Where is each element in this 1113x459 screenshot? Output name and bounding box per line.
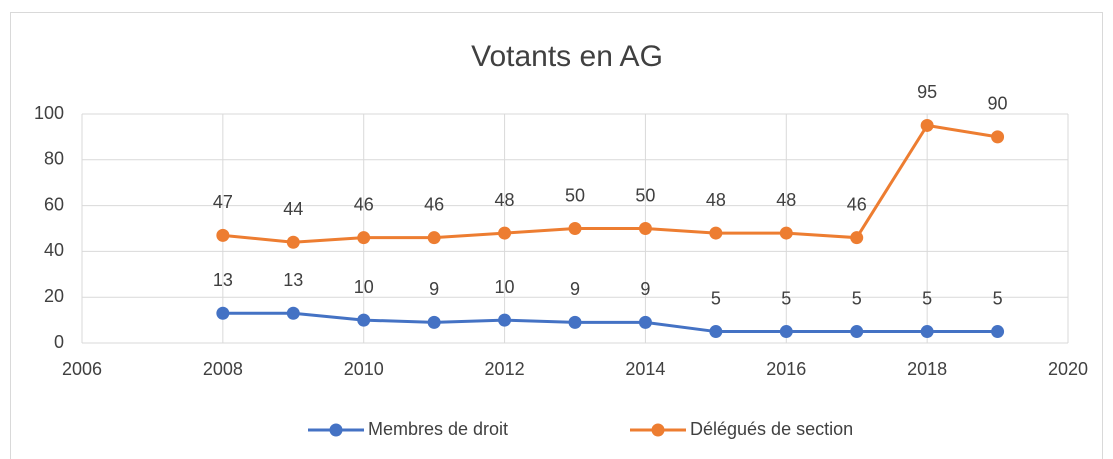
series-line: [222, 123, 998, 244]
data-label: 13: [283, 270, 303, 290]
point: [286, 306, 300, 320]
data-label: 13: [213, 270, 233, 290]
point: [638, 315, 652, 329]
data-label: 50: [565, 185, 585, 205]
chart-title: Votants en AG: [471, 40, 663, 73]
point: [498, 313, 512, 327]
data-label: 10: [354, 277, 374, 297]
y-tick-label: 80: [44, 149, 64, 169]
data-label: 9: [640, 279, 650, 299]
data-label: 90: [988, 94, 1008, 114]
data-label: 48: [495, 190, 515, 210]
point: [357, 231, 371, 245]
point: [568, 315, 582, 329]
data-label: 46: [354, 194, 374, 214]
x-tick-label: 2010: [344, 359, 384, 379]
data-label: 9: [570, 279, 580, 299]
data-label: 95: [917, 82, 937, 102]
data-label: 47: [213, 192, 233, 212]
data-label: 48: [706, 190, 726, 210]
y-tick-label: 20: [44, 286, 64, 306]
point: [638, 222, 652, 235]
point: [779, 226, 793, 240]
data-label: 50: [635, 185, 655, 205]
data-label: 5: [711, 288, 721, 308]
point: [568, 222, 582, 235]
x-tick-label: 2014: [625, 359, 665, 379]
point: [991, 130, 1005, 144]
point: [920, 325, 934, 339]
data-label: 5: [922, 288, 932, 308]
data-label: 9: [429, 279, 439, 299]
y-tick-label: 100: [34, 103, 64, 123]
data-label: 10: [495, 277, 515, 297]
x-tick-label: 2016: [766, 359, 806, 379]
point: [991, 325, 1005, 339]
legend-marker: [651, 423, 665, 437]
point: [709, 325, 723, 339]
data-label: 5: [993, 288, 1003, 308]
point: [286, 235, 300, 249]
data-label: 46: [424, 194, 444, 214]
point: [498, 226, 512, 240]
x-tick-label: 2020: [1048, 359, 1088, 379]
series-line: [222, 311, 998, 334]
x-tick-label: 2008: [203, 359, 243, 379]
data-label: 46: [847, 194, 867, 214]
x-tick-label: 2018: [907, 359, 947, 379]
point: [850, 231, 864, 245]
data-label: 44: [283, 199, 303, 219]
y-tick-label: 60: [44, 194, 64, 214]
point: [357, 313, 371, 327]
point: [779, 325, 793, 339]
point: [427, 315, 441, 329]
point: [216, 306, 230, 320]
data-label: 5: [781, 288, 791, 308]
legend-label: Membres de droit: [368, 419, 508, 439]
point: [216, 228, 230, 242]
y-tick-label: 40: [44, 240, 64, 260]
point: [920, 118, 934, 132]
point: [427, 231, 441, 245]
point: [709, 226, 723, 240]
legend-label: Délégués de section: [690, 419, 853, 439]
x-tick-label: 2012: [485, 359, 525, 379]
y-tick-label: 0: [54, 332, 64, 352]
chart-border: [10, 12, 1103, 459]
data-label: 48: [776, 190, 796, 210]
x-tick-label: 2006: [62, 359, 102, 379]
data-label: 5: [852, 288, 862, 308]
legend-marker: [329, 423, 343, 437]
point: [850, 325, 864, 339]
